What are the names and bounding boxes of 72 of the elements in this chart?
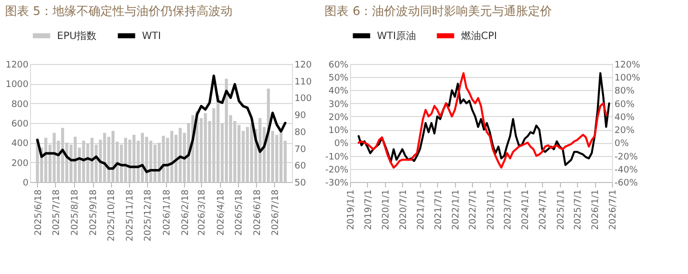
y2-tick-label: -20% — [614, 152, 638, 162]
x-tick-label: 2020/1/1 — [381, 190, 392, 230]
y2-tick-label: 20% — [614, 126, 635, 136]
y2-tick-label: 80 — [294, 128, 306, 138]
y2-tick-label: 80% — [614, 86, 635, 97]
x-tick-label: 2020/7/1 — [398, 190, 409, 230]
x-tick-label: 2026/2/18 — [180, 189, 191, 236]
x-tick-label: 2025/1/1 — [556, 190, 566, 230]
y2-tick-label: -60% — [614, 178, 638, 188]
y2-tick-label: 40% — [614, 112, 635, 123]
line-series — [36, 74, 286, 174]
y2-tick-label: 0% — [614, 139, 630, 150]
x-tick-label: 2019/7/1 — [364, 190, 374, 230]
y2-tick-label: 50 — [294, 178, 306, 188]
y-tick-label: 30% — [328, 100, 349, 110]
y-tick-label: 50% — [328, 74, 349, 84]
x-tick-label: 2025/10/18 — [107, 189, 118, 242]
legend-label: WTI原油 — [377, 30, 416, 42]
y2-tick-label: -40% — [614, 165, 638, 176]
x-tick-label: 2022/7/1 — [468, 190, 479, 230]
x-tick-label: 2023/7/1 — [504, 190, 514, 230]
x-tick-label: 2022/1/1 — [451, 190, 462, 230]
y2-tick-label: 120 — [294, 60, 312, 70]
y-tick-label: -20% — [325, 165, 349, 176]
y-tick-label: 800 — [11, 100, 29, 110]
x-tick-label: 2025/7/1 — [574, 190, 584, 230]
y-tick-label: 40% — [328, 86, 349, 97]
y-tick-label: 0 — [22, 178, 29, 188]
x-tick-label: 2025/6/18 — [34, 189, 44, 236]
x-tick-label: 2021/7/1 — [434, 190, 444, 230]
y-tick-label: 200 — [11, 158, 29, 169]
legend-label: WTI — [142, 30, 161, 42]
legend-label: 燃油CPI — [461, 30, 497, 42]
x-tick-label: 2024/1/1 — [521, 190, 532, 230]
x-tick-label: 2023/1/1 — [486, 190, 496, 230]
y-tick-label: 1200 — [6, 60, 29, 70]
y-tick-label: -30% — [325, 178, 349, 188]
x-tick-label: 2025/9/18 — [89, 189, 100, 236]
y2-tick-label: 100% — [614, 74, 641, 84]
legend-label: EPU指数 — [57, 30, 97, 42]
x-tick-label: 2026/1/18 — [162, 189, 172, 236]
x-tick-label: 2026/1/1 — [591, 190, 602, 230]
y-tick-label: 400 — [11, 139, 29, 150]
y-tick-label: 600 — [11, 120, 29, 130]
y-tick-label: 60% — [328, 60, 349, 70]
y2-tick-label: 60 — [294, 162, 306, 172]
x-tick-label: 2026/7/18 — [270, 189, 281, 236]
x-tick-label: 2026/3/18 — [198, 189, 208, 236]
y2-tick-label: 100 — [294, 94, 312, 104]
x-tick-label: 2026/5/18 — [234, 189, 244, 236]
x-tick-label: 2025/12/18 — [144, 189, 154, 242]
x-tick-label: 2026/6/18 — [252, 189, 263, 236]
y2-tick-label: 60% — [614, 100, 635, 110]
chart-title: 图表 6：油价波动同时影响美元与通胀定价 — [324, 4, 552, 18]
x-tick-label: 2019/1/1 — [346, 190, 356, 230]
y-tick-label: 10% — [328, 126, 349, 136]
y-tick-label: 1000 — [6, 80, 29, 90]
y-tick-label: -10% — [325, 152, 349, 162]
y2-tick-label: 110 — [294, 77, 312, 88]
y-tick-label: 0% — [334, 139, 349, 150]
y2-tick-label: 90 — [294, 111, 306, 122]
x-tick-label: 2026/7/1 — [608, 190, 618, 230]
x-tick-label: 2024/7/1 — [538, 190, 549, 230]
x-tick-label: 2025/8/18 — [70, 189, 80, 236]
y2-tick-label: 70 — [294, 144, 306, 155]
x-tick-label: 2025/11/18 — [126, 189, 136, 242]
y2-tick-label: 120% — [614, 60, 641, 70]
y-tick-label: 20% — [328, 112, 349, 123]
x-tick-label: 2026/4/18 — [216, 189, 226, 236]
chart-title: 图表 5：地缘不确定性与油价仍保持高波动 — [5, 4, 233, 18]
x-tick-label: 2025/7/18 — [52, 189, 62, 236]
x-tick-label: 2021/1/1 — [416, 190, 426, 230]
